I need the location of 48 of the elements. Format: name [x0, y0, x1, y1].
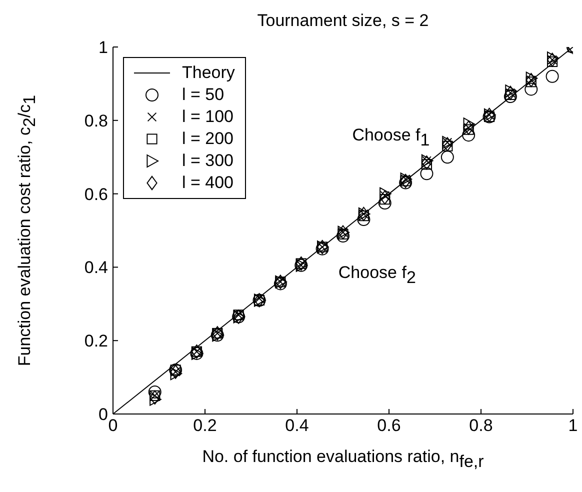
point	[526, 76, 536, 88]
legend-label: l = 400	[182, 173, 234, 193]
point	[526, 72, 538, 85]
x-tick-label: 1	[568, 416, 578, 436]
point	[440, 150, 454, 164]
point	[463, 124, 474, 135]
y-tick-label: 0.8	[84, 111, 108, 130]
y-tick-label: 0.2	[84, 332, 108, 351]
point	[546, 70, 559, 83]
point	[504, 90, 517, 104]
point	[420, 167, 434, 180]
point	[380, 190, 390, 200]
point	[170, 364, 181, 379]
point	[463, 118, 476, 131]
legend-label: l = 100	[182, 107, 234, 127]
point	[505, 89, 516, 100]
point	[421, 159, 432, 170]
y-tick-label: 0.6	[84, 184, 108, 204]
point	[380, 190, 390, 205]
point	[380, 194, 390, 205]
point	[150, 390, 160, 405]
point	[357, 212, 370, 226]
point	[463, 120, 474, 135]
legend-label: l = 300	[182, 151, 234, 171]
point	[442, 140, 453, 152]
y-tick-label: 1	[98, 38, 108, 58]
point	[358, 210, 369, 222]
x-tick-label: 0.8	[469, 416, 493, 436]
chart-title: Tournament size, s = 2	[257, 11, 429, 30]
point	[378, 196, 392, 210]
x-tick-label: 0.2	[193, 416, 217, 436]
point	[148, 385, 162, 398]
x-tick-label: 0.4	[285, 416, 309, 436]
point	[150, 392, 162, 406]
legend-label: l = 200	[182, 129, 234, 149]
legend-label: Theory	[182, 63, 235, 83]
y-tick-label: 0.4	[84, 258, 108, 278]
point	[336, 230, 350, 243]
point	[421, 156, 432, 170]
point	[399, 176, 412, 190]
point	[524, 82, 538, 96]
point	[462, 128, 476, 142]
x-tick-label: 0.6	[377, 416, 401, 436]
point	[442, 137, 453, 152]
point	[170, 367, 182, 380]
point	[526, 72, 536, 88]
legend-label: l = 50	[182, 85, 224, 105]
point	[380, 187, 392, 200]
